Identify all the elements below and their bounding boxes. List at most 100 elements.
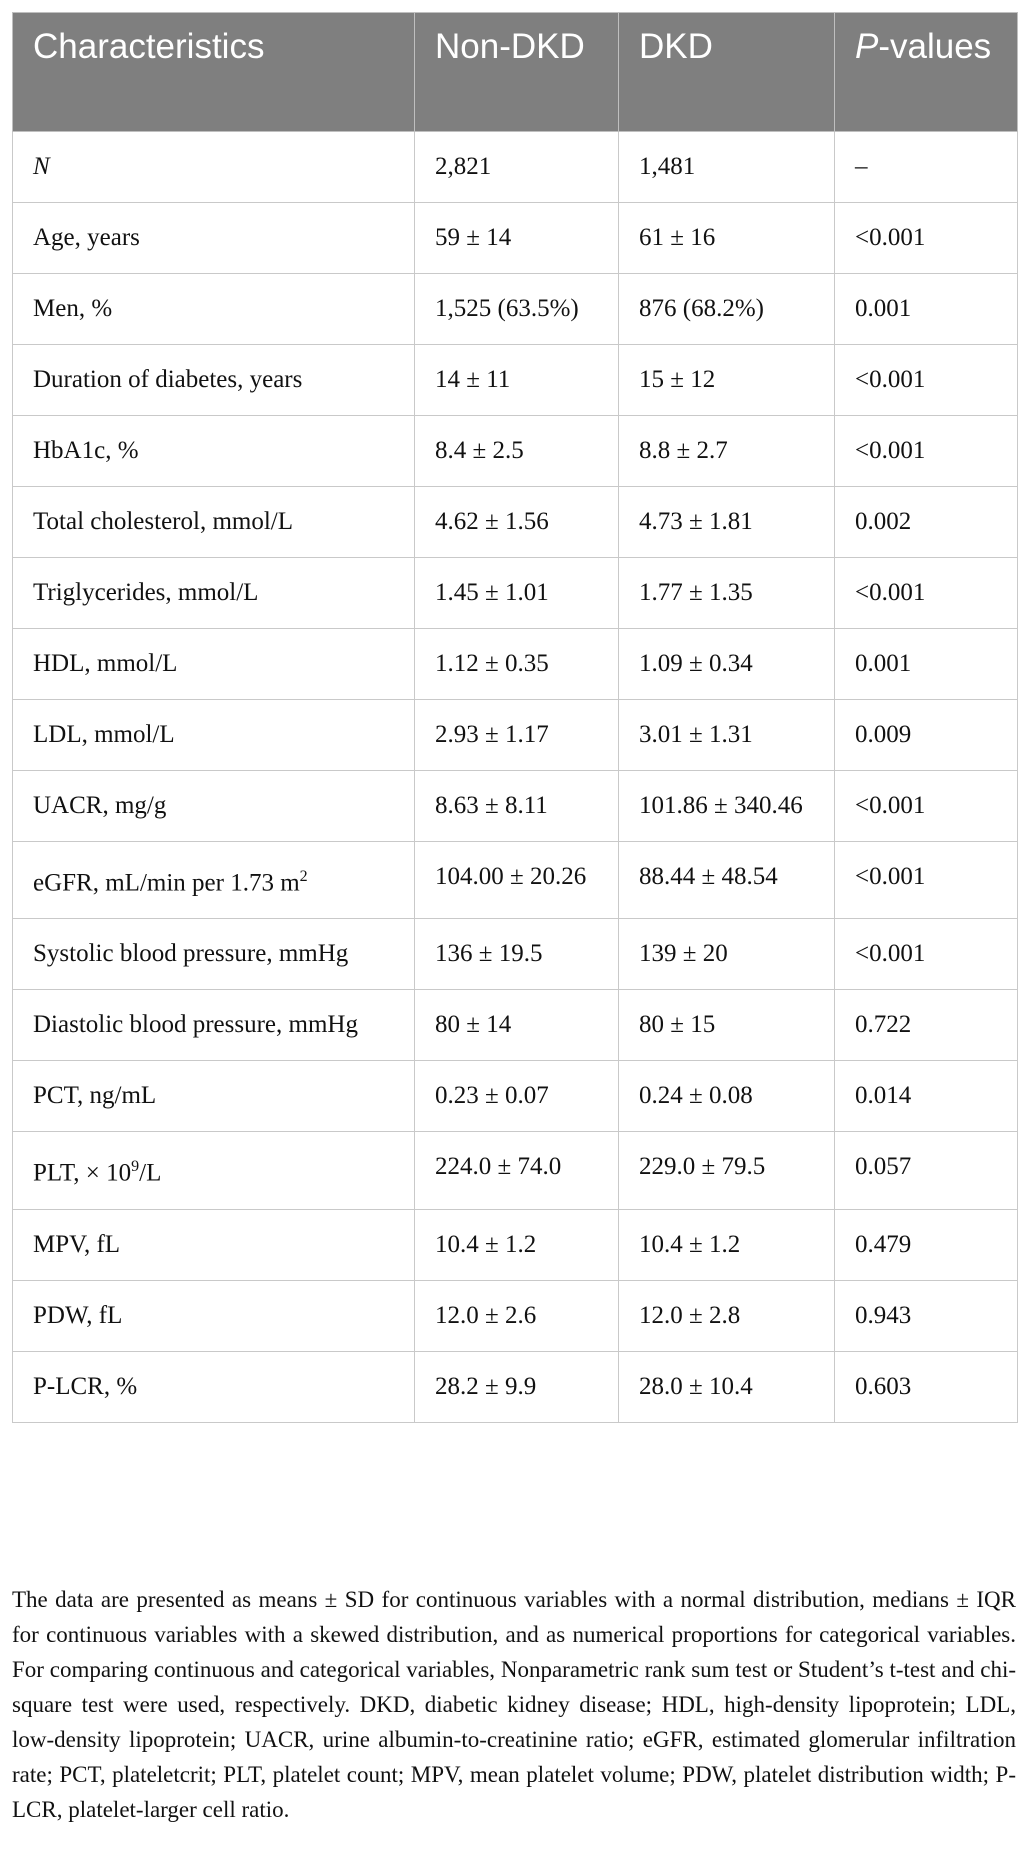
cell-dkd: 1.09 ± 0.34 [618, 628, 835, 700]
row-label: HDL, mmol/L [12, 628, 415, 700]
row-label: HbA1c, % [12, 415, 415, 487]
header-p-letter: P [855, 27, 879, 66]
cell-dkd: 1,481 [618, 131, 835, 203]
table-row: Total cholesterol, mmol/L 4.62 ± 1.56 4.73… [12, 486, 1018, 558]
row-label-text: eGFR, mL/min per 1.73 m [33, 869, 300, 897]
header-p-rest: -values [878, 27, 992, 66]
row-label: N [12, 131, 415, 203]
row-label-text: PLT, × 10 [33, 1159, 132, 1187]
cell-p-value: <0.001 [834, 344, 1018, 416]
cell-non-dkd: 104.00 ± 20.26 [414, 840, 619, 920]
row-label-suffix: /L [139, 1159, 162, 1187]
row-label-text: MPV, fL [33, 1230, 121, 1258]
cell-dkd: 876 (68.2%) [618, 273, 835, 345]
cell-dkd: 12.0 ± 2.8 [618, 1279, 835, 1352]
cell-p-value: <0.001 [834, 557, 1018, 629]
row-label-text: LDL, mmol/L [33, 721, 175, 748]
cell-dkd: 61 ± 16 [618, 202, 835, 274]
cell-dkd: 80 ± 15 [618, 989, 835, 1062]
row-label: eGFR, mL/min per 1.73 m2 [12, 840, 415, 920]
row-label-text: PCT, ng/mL [33, 1082, 157, 1110]
table-header: Characteristics Non-DKD DKD P-values [12, 12, 1018, 132]
row-label-text: Duration of diabetes, years [33, 366, 303, 393]
table-row: PDW, fL 12.0 ± 2.6 12.0 ± 2.8 0.943 [12, 1279, 1018, 1352]
cell-non-dkd: 28.2 ± 9.9 [414, 1350, 619, 1423]
cell-non-dkd: 14 ± 11 [414, 344, 619, 416]
header-non-dkd: Non-DKD [414, 12, 619, 132]
row-label: Men, % [12, 273, 415, 345]
row-label: MPV, fL [12, 1208, 415, 1281]
table-row: PCT, ng/mL 0.23 ± 0.07 0.24 ± 0.08 0.014 [12, 1060, 1018, 1133]
row-label-text: Systolic blood pressure, mmHg [33, 940, 349, 968]
table-row: N 2,821 1,481– [12, 131, 1018, 203]
cell-dkd: 8.8 ± 2.7 [618, 415, 835, 487]
cell-dkd: 88.44 ± 48.54 [618, 840, 835, 920]
table-container: Characteristics Non-DKD DKD P-values N 2,… [12, 12, 1018, 1423]
row-label-text: N [33, 153, 50, 180]
cell-non-dkd: 1,525 (63.5%) [414, 273, 619, 345]
cell-dkd: 101.86 ± 340.46 [618, 770, 835, 842]
table-row: PLT, × 109/L 224.0 ± 74.0 229.0 ± 79.5 0.05… [12, 1131, 1018, 1210]
table-row: Systolic blood pressure, mmHg 136 ± 19.5 1… [12, 918, 1018, 991]
row-label: Diastolic blood pressure, mmHg [12, 989, 415, 1062]
table-footnote: The data are presented as means ± SD for… [12, 1587, 1016, 1822]
cell-non-dkd: 136 ± 19.5 [414, 918, 619, 991]
row-label-text: HbA1c, % [33, 437, 139, 464]
cell-p-value: <0.001 [834, 918, 1018, 991]
cell-dkd: 15 ± 12 [618, 344, 835, 416]
cell-dkd: 139 ± 20 [618, 918, 835, 991]
table-body: N 2,821 1,481– Age, years 59 ± 14 61 ± 16 <0.0… [12, 131, 1018, 1423]
cell-non-dkd: 2.93 ± 1.17 [414, 699, 619, 771]
cell-p-value: 0.014 [834, 1060, 1018, 1133]
row-label-superscript: 2 [299, 868, 308, 885]
cell-non-dkd: 12.0 ± 2.6 [414, 1279, 619, 1352]
row-label: PDW, fL [12, 1279, 415, 1352]
table-row: HDL, mmol/L 1.12 ± 0.35 1.09 ± 0.34 0.001 [12, 628, 1018, 700]
row-label-text: Total cholesterol, mmol/L [33, 508, 293, 535]
table-row: Age, years 59 ± 14 61 ± 16 <0.001 [12, 202, 1018, 274]
cell-p-value: 0.001 [834, 273, 1018, 345]
row-label-superscript: 9 [131, 1158, 140, 1176]
cell-non-dkd: 1.12 ± 0.35 [414, 628, 619, 700]
cell-p-value: <0.001 [834, 202, 1018, 274]
cell-dkd: 4.73 ± 1.81 [618, 486, 835, 558]
row-label: Duration of diabetes, years [12, 344, 415, 416]
cell-p-value: – [834, 131, 1018, 203]
header-dkd: DKD [618, 12, 835, 132]
cell-non-dkd: 0.23 ± 0.07 [414, 1060, 619, 1133]
row-label: PCT, ng/mL [12, 1060, 415, 1133]
cell-non-dkd: 1.45 ± 1.01 [414, 557, 619, 629]
cell-p-value: 0.722 [834, 989, 1018, 1062]
cell-non-dkd: 224.0 ± 74.0 [414, 1131, 619, 1210]
table-row: LDL, mmol/L 2.93 ± 1.17 3.01 ± 1.31 0.009 [12, 699, 1018, 771]
row-label-text: P-LCR, % [33, 1372, 138, 1400]
row-label: Triglycerides, mmol/L [12, 557, 415, 629]
cell-p-value: <0.001 [834, 770, 1018, 842]
cell-p-value: <0.001 [834, 840, 1018, 920]
row-label: Systolic blood pressure, mmHg [12, 918, 415, 991]
cell-non-dkd: 59 ± 14 [414, 202, 619, 274]
cell-dkd: 1.77 ± 1.35 [618, 557, 835, 629]
row-label: LDL, mmol/L [12, 699, 415, 771]
cell-non-dkd: 4.62 ± 1.56 [414, 486, 619, 558]
table-row: Triglycerides, mmol/L 1.45 ± 1.01 1.77 ± 1… [12, 557, 1018, 629]
table-row: eGFR, mL/min per 1.73 m2 104.00 ± 20.26 88… [12, 840, 1018, 920]
row-label-text: Triglycerides, mmol/L [33, 579, 259, 606]
table-row: Duration of diabetes, years 14 ± 11 15 ± 1… [12, 344, 1018, 416]
cell-non-dkd: 10.4 ± 1.2 [414, 1208, 619, 1281]
cell-dkd: 3.01 ± 1.31 [618, 699, 835, 771]
row-label-text: Men, % [33, 295, 113, 322]
cell-dkd: 0.24 ± 0.08 [618, 1060, 835, 1133]
table-row: MPV, fL 10.4 ± 1.2 10.4 ± 1.2 0.479 [12, 1208, 1018, 1281]
cell-p-value: 0.001 [834, 628, 1018, 700]
characteristics-table: Characteristics Non-DKD DKD P-values N 2,… [12, 12, 1018, 1423]
cell-p-value: 0.009 [834, 699, 1018, 771]
row-label: P-LCR, % [12, 1350, 415, 1423]
cell-dkd: 10.4 ± 1.2 [618, 1208, 835, 1281]
row-label-text: UACR, mg/g [33, 792, 167, 819]
table-row: UACR, mg/g 8.63 ± 8.11 101.86 ± 340.46 <0.0… [12, 770, 1018, 842]
row-label-text: Diastolic blood pressure, mmHg [33, 1011, 358, 1039]
cell-p-value: 0.057 [834, 1131, 1018, 1210]
cell-dkd: 28.0 ± 10.4 [618, 1350, 835, 1423]
row-label: Total cholesterol, mmol/L [12, 486, 415, 558]
